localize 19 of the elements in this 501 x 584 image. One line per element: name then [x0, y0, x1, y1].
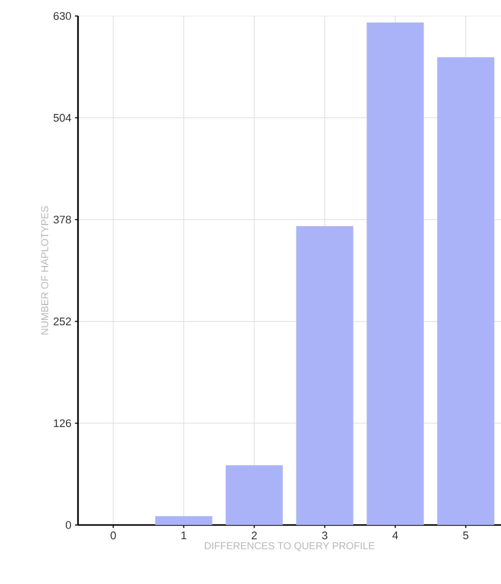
bar	[296, 226, 354, 525]
bar	[366, 22, 424, 525]
x-tick-label: 1	[182, 532, 186, 540]
bar	[226, 465, 283, 525]
x-tick-label: 4	[392, 532, 398, 540]
x-tick-label: 2	[252, 532, 257, 540]
x-tick-label: 3	[322, 532, 328, 540]
y-tick-label: 252	[54, 318, 71, 326]
x-tick-label: 5	[463, 532, 468, 540]
y-tick-label: 630	[54, 12, 72, 20]
y-axis-title: NUMBER OF HAPLOTYPES	[41, 206, 48, 334]
y-tick-label: 378	[54, 216, 71, 224]
bar	[437, 57, 494, 525]
x-axis-title: DIFFERENCES TO QUERY PROFILE	[204, 542, 374, 552]
y-tick-label: 126	[54, 419, 71, 428]
x-tick-label: 0	[110, 532, 116, 540]
bar	[155, 516, 212, 525]
y-tick-label: 0	[66, 521, 72, 529]
y-tick-label: 504	[54, 114, 72, 122]
